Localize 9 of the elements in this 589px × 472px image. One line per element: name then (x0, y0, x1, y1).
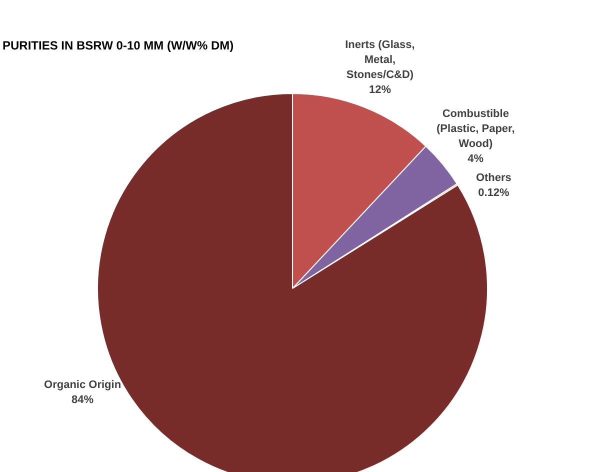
data-label: 12% (368, 84, 392, 96)
slice-label: Others (476, 172, 512, 184)
slice-label: Inerts (Glass, Metal, Stones/C&D) (345, 38, 415, 81)
slice-label: Combustible (Plastic, Paper, Wood) (436, 108, 515, 150)
chart-title: PURITIES IN BSRW 0-10 MM (W/W% DM) (2, 38, 234, 52)
data-label: 84% (72, 394, 94, 406)
data-label: 4% (468, 153, 484, 166)
data-label: 0.12% (478, 187, 510, 200)
slice-label: Organic Origin (44, 379, 122, 391)
